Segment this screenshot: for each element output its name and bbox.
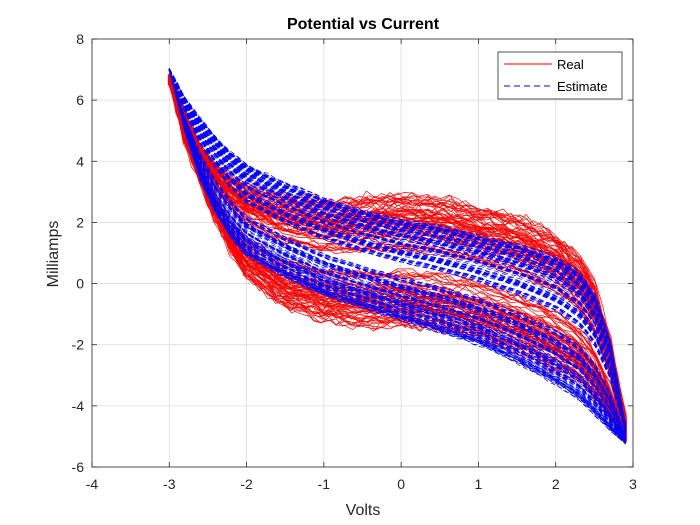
estimate-trace	[168, 68, 626, 440]
y-tick-label: 0	[76, 276, 84, 292]
axes-frame	[91, 38, 634, 468]
x-tick-label: 2	[552, 476, 560, 492]
y-tick-label: -2	[72, 337, 85, 353]
estimate-trace	[168, 69, 626, 444]
estimate-trace	[168, 69, 626, 436]
estimate-trace	[168, 68, 626, 439]
y-tick-label: 2	[76, 214, 84, 230]
x-tick-label: 0	[397, 476, 405, 492]
estimate-trace	[168, 69, 626, 442]
series-layer	[167, 67, 628, 445]
estimate-trace	[168, 69, 626, 442]
series-estimate	[168, 67, 626, 445]
estimate-trace	[169, 69, 626, 435]
x-tick-label: -3	[163, 476, 176, 492]
ticks	[91, 38, 634, 468]
y-tick-label: 8	[76, 31, 84, 47]
legend-label-real: Real	[557, 57, 584, 72]
x-tick-label: -2	[240, 476, 253, 492]
x-tick-label: 3	[629, 476, 637, 492]
y-axis-label: Milliamps	[45, 221, 62, 288]
y-tick-label: 6	[76, 92, 84, 108]
legend-box	[497, 51, 623, 100]
x-tick-label: -1	[318, 476, 331, 492]
estimate-trace	[168, 69, 626, 439]
estimate-trace	[168, 68, 626, 439]
y-tick-label: -6	[72, 459, 85, 475]
estimate-trace	[168, 68, 626, 440]
x-tick-label: 1	[475, 476, 483, 492]
estimate-trace	[168, 70, 626, 444]
x-tick-label: -4	[86, 476, 99, 492]
y-tick-label: 4	[76, 153, 84, 169]
y-tick-label: -4	[72, 398, 85, 414]
estimate-trace	[168, 69, 626, 440]
legend: Real Estimate	[497, 51, 623, 100]
legend-label-estimate: Estimate	[557, 79, 608, 94]
x-axis-label: Volts	[346, 502, 381, 519]
chart-title: Potential vs Current	[287, 16, 440, 33]
